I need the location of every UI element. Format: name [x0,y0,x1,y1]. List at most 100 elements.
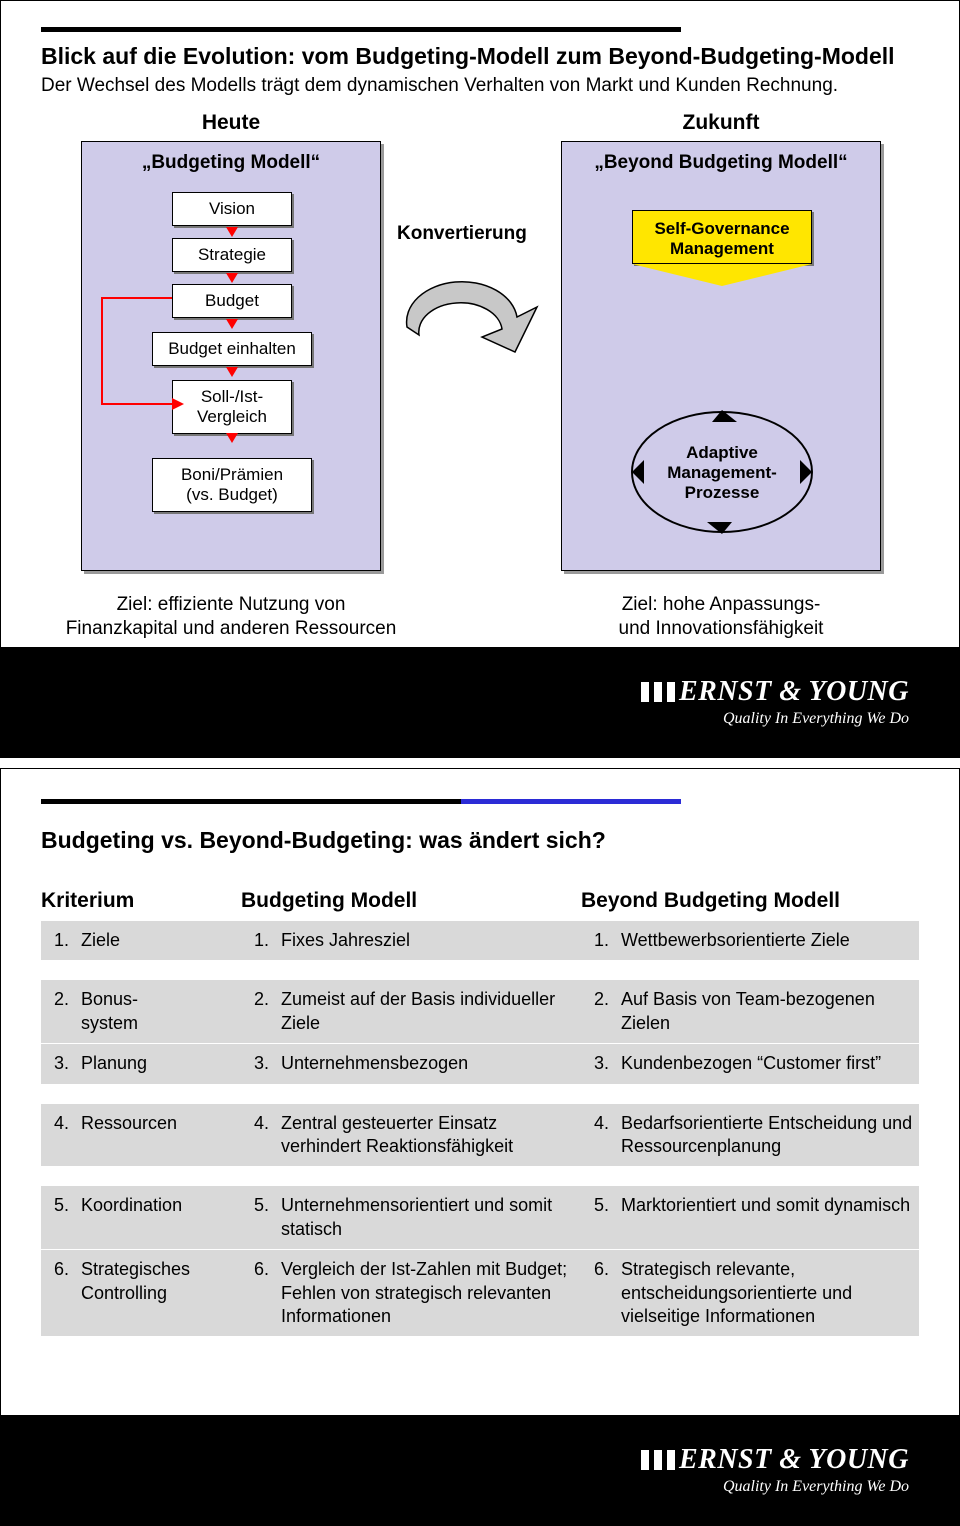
cell-text: Koordination [81,1194,233,1241]
panel-budgeting-modell: „Budgeting Modell“ Vision Strategie Budg… [81,141,381,571]
cell-text: Zentral gesteuerter Einsatz verhindert R… [281,1112,573,1159]
row-number: 1. [249,929,269,952]
cell-text: Marktorientiert und somit dynamisch [621,1194,913,1241]
row-number: 6. [249,1258,269,1328]
row-number: 2. [49,988,69,1035]
table-cell: 3.Unternehmensbezogen [241,1052,581,1075]
box-soll-ist: Soll-/Ist- Vergleich [172,380,292,434]
cell-text: Bedarfsorientierte Entscheidung und Ress… [621,1112,913,1159]
table-row: 6.Strategisches Controlling6.Vergleich d… [41,1249,919,1336]
comparison-table: Kriterium Budgeting Modell Beyond Budget… [41,889,919,1356]
table-cell: 5. Koordination [41,1194,241,1241]
col-kriterium: Kriterium [41,889,241,913]
table-cell: 4. Ressourcen [41,1112,241,1159]
table-group: 4. Ressourcen 4. Zentral gesteuerter Einsat… [41,1104,919,1167]
accent-bar [41,27,681,32]
table-cell: 6.Vergleich der Ist-Zahlen mit Budget; F… [241,1258,581,1328]
panel-title-left: „Budgeting Modell“ [82,152,380,174]
row-number: 3. [589,1052,609,1075]
table-cell: 1. Fixes Jahresziel [241,929,581,952]
arrow-down-icon [226,227,238,237]
table-group: 2. Bonus- system2.Zumeist auf der Basis i… [41,980,919,1083]
accent-bar-black [41,799,461,804]
heading-zukunft: Zukunft [621,111,821,135]
cell-text: Kundenbezogen “Customer first” [621,1052,913,1075]
logo-bars-icon [641,682,675,702]
box-self-governance: Self-Governance Management [632,210,812,264]
row-number: 3. [49,1052,69,1075]
slide-evolution: Blick auf die Evolution: vom Budgeting-M… [0,0,960,758]
table-cell: 3. Kundenbezogen “Customer first” [581,1052,921,1075]
pentagon-arrow-icon [632,264,812,286]
row-number: 4. [249,1112,269,1159]
row-number: 5. [249,1194,269,1241]
row-number: 5. [49,1194,69,1241]
table-header-row: Kriterium Budgeting Modell Beyond Budget… [41,889,919,921]
cell-text: Strategisch relevante, entscheidungsorie… [621,1258,913,1328]
row-number: 6. [589,1258,609,1328]
ey-logo: ERNST & YOUNG [641,676,909,708]
table-row: 4. Ressourcen 4. Zentral gesteuerter Einsat… [41,1104,919,1167]
row-number: 1. [589,929,609,952]
col-beyond: Beyond Budgeting Modell [581,889,921,913]
table-row: 2. Bonus- system2.Zumeist auf der Basis i… [41,980,919,1043]
table-cell: 1. Ziele [41,929,241,952]
slide-comparison: Budgeting vs. Beyond-Budgeting: was ände… [0,768,960,1526]
table-cell: 4. Zentral gesteuerter Einsatz verhindert… [241,1112,581,1159]
row-number: 2. [249,988,269,1035]
svg-text:Management-: Management- [667,463,777,482]
box-boni: Boni/Prämien (vs. Budget) [152,458,312,512]
arrow-down-icon [226,273,238,283]
table-cell: 6.Strategisches Controlling [41,1258,241,1328]
cell-text: Ressourcen [81,1112,233,1159]
row-number: 5. [589,1194,609,1241]
label-konvertierung: Konvertierung [397,223,527,245]
cell-text: Fixes Jahresziel [281,929,573,952]
table-cell: 2. Bonus- system [41,988,241,1035]
cell-text: Wettbewerbsorientierte Ziele [621,929,913,952]
goal-text-right: Ziel: hohe Anpassungs- und Innovationsfä… [561,593,881,641]
slide-footer: ERNST & YOUNG Quality In Everything We D… [1,1415,959,1525]
cell-text: Unternehmensorientiert und somit statisc… [281,1194,573,1241]
cell-text: Unternehmensbezogen [281,1052,573,1075]
accent-bar-blue [461,799,681,804]
cell-text: Strategisches Controlling [81,1258,233,1328]
curved-arrow-icon [387,257,547,367]
svg-text:Adaptive: Adaptive [686,443,758,462]
footer-tagline: Quality In Everything We Do [723,1478,909,1496]
table-cell: 2.Auf Basis von Team-bezogenen Zielen [581,988,921,1035]
table-cell: 4. Bedarfsorientierte Entscheidung und Re… [581,1112,921,1159]
table-cell: 3. Planung [41,1052,241,1075]
arrow-down-icon [226,433,238,443]
footer-tagline: Quality In Everything We Do [723,710,909,728]
logo-text: ERNST & YOUNG [679,1444,909,1475]
slide-title: Blick auf die Evolution: vom Budgeting-M… [41,43,895,70]
arrow-down-icon [226,319,238,329]
logo-bars-icon [641,1450,675,1470]
table-cell: 1. Wettbewerbsorientierte Ziele [581,929,921,952]
table-group: 5. Koordination 5. Unternehmensorientiert u… [41,1186,919,1336]
table-group: 1. Ziele 1. Fixes Jahresziel 1. Wettbewerbsor… [41,921,919,960]
svg-text:Prozesse: Prozesse [685,483,760,502]
cell-text: Bonus- system [81,988,233,1035]
row-number: 4. [49,1112,69,1159]
slide-footer: ERNST & YOUNG Quality In Everything We D… [1,647,959,757]
table-row: 3. Planung 3.Unternehmensbezogen 3. Kundenbe… [41,1043,919,1083]
table-cell: 5. Unternehmensorientiert und somit stati… [241,1194,581,1241]
cell-text: Ziele [81,929,233,952]
slide-title: Budgeting vs. Beyond-Budgeting: was ände… [41,827,606,854]
cell-text: Planung [81,1052,233,1075]
row-number: 6. [49,1258,69,1328]
row-number: 4. [589,1112,609,1159]
goal-text-left: Ziel: effiziente Nutzung von Finanzkapit… [61,593,401,641]
panel-title-right: „Beyond Budgeting Modell“ [562,152,880,174]
table-cell: 2.Zumeist auf der Basis individueller Zi… [241,988,581,1035]
box-vision: Vision [172,192,292,226]
slide-subtitle: Der Wechsel des Modells trägt dem dynami… [41,75,838,97]
cell-text: Auf Basis von Team-bezogenen Zielen [621,988,913,1035]
table-body: 1. Ziele 1. Fixes Jahresziel 1. Wettbewerbsor… [41,921,919,1336]
row-number: 1. [49,929,69,952]
table-row: 1. Ziele 1. Fixes Jahresziel 1. Wettbewerbsor… [41,921,919,960]
adaptive-cycle-icon: Adaptive Management- Prozesse [612,392,832,552]
heading-heute: Heute [131,111,331,135]
